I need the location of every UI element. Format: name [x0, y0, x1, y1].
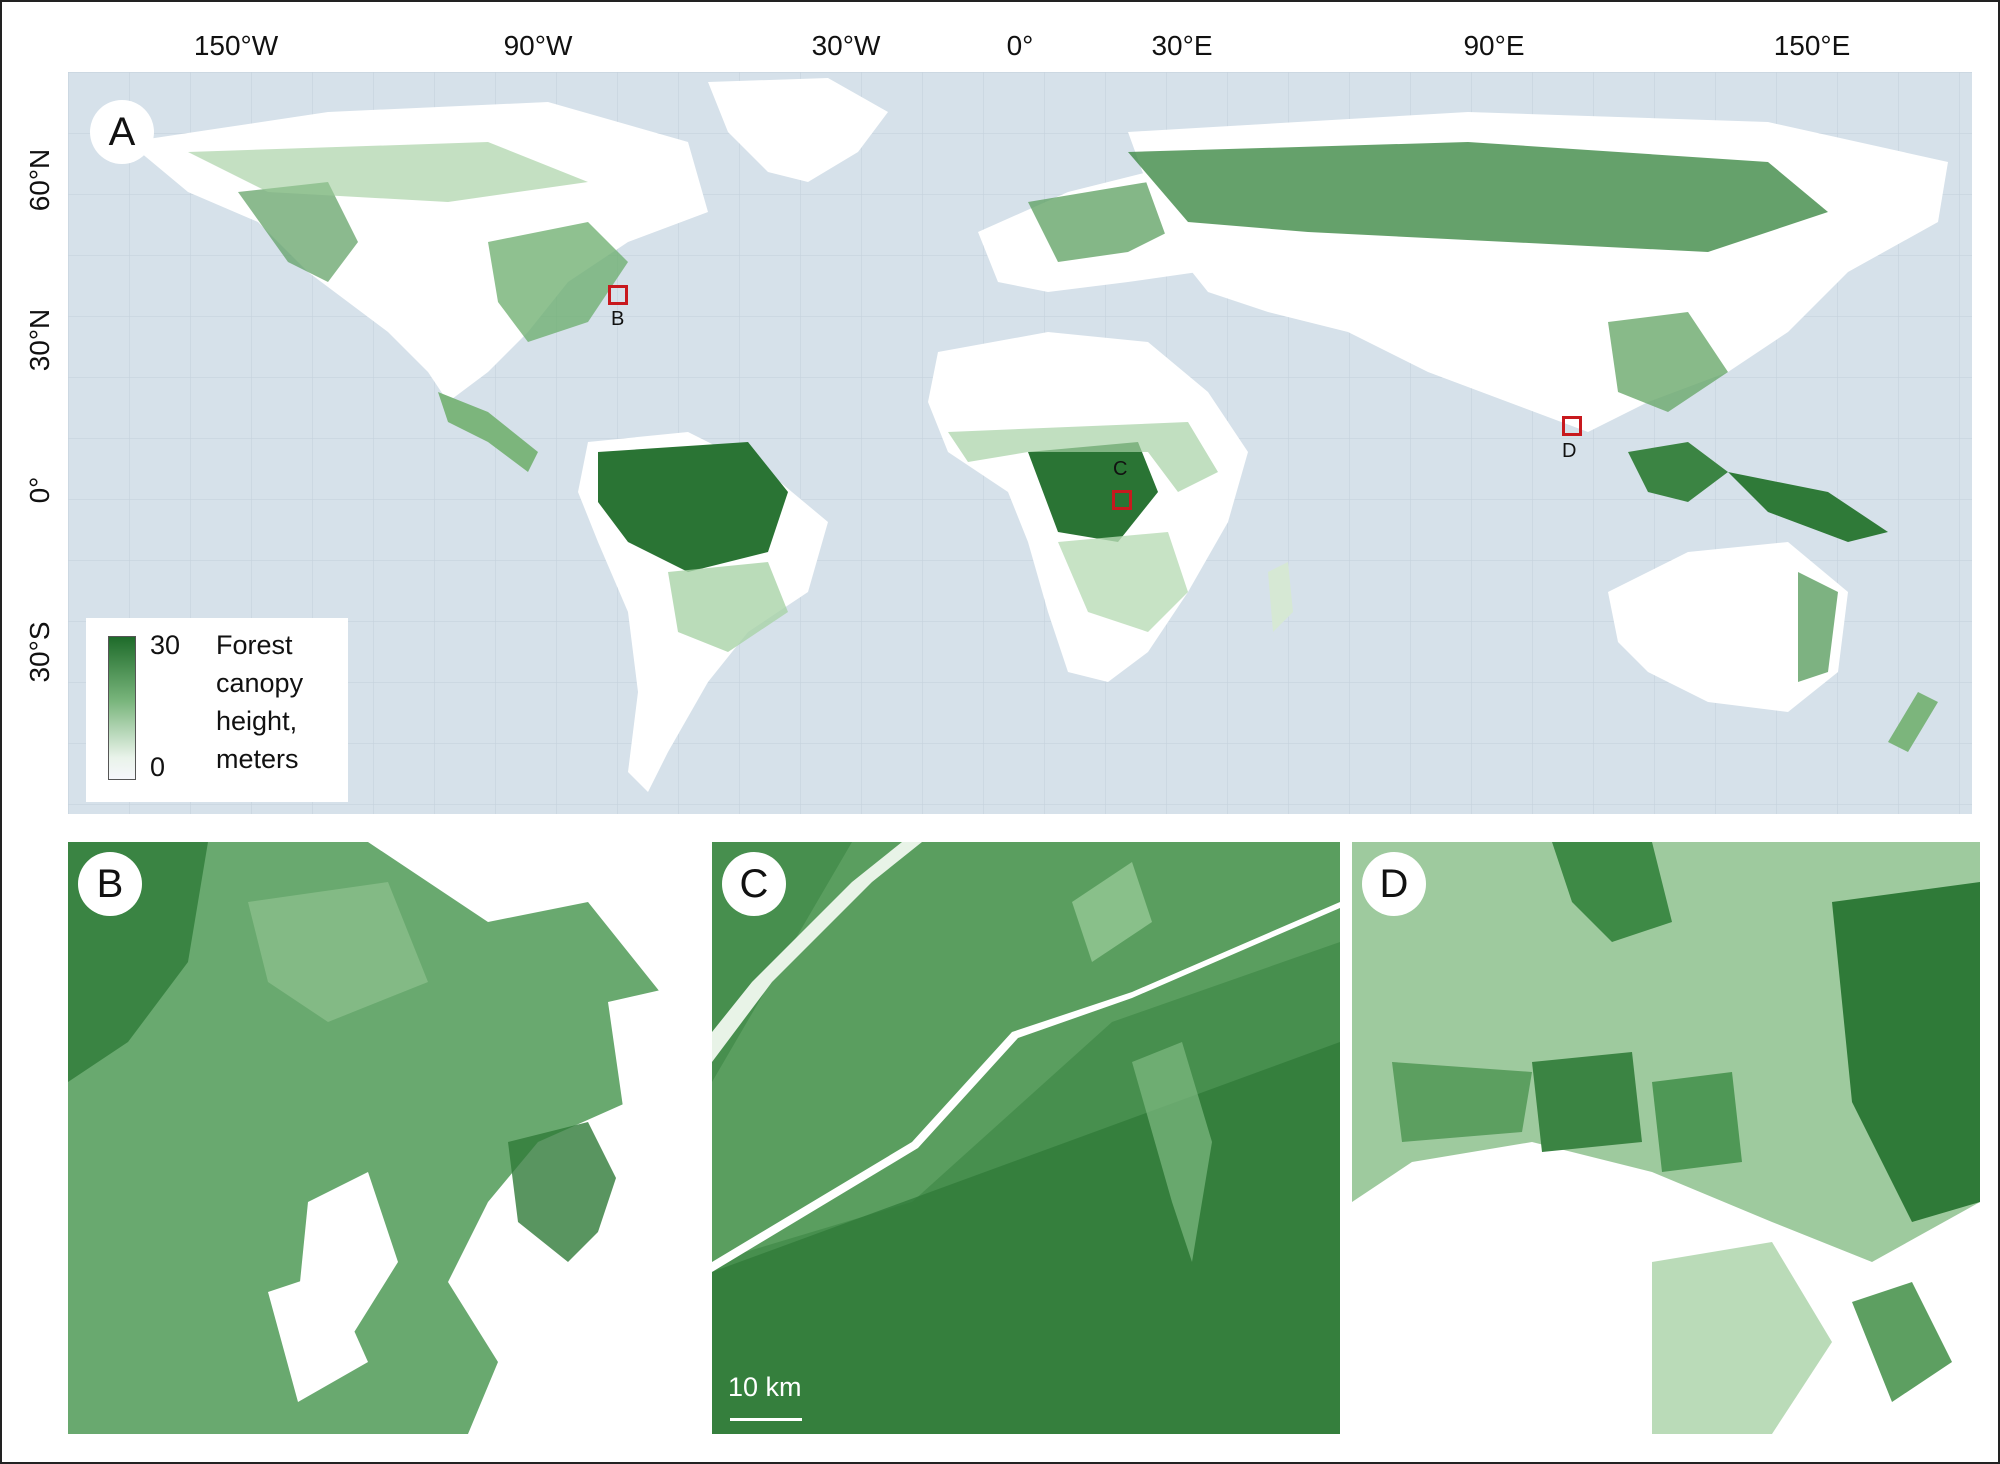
inset-marker-label-b: B: [611, 308, 625, 330]
canopy-height-legend: 30 0 Forest canopy height, meters: [86, 618, 348, 802]
lon-label-30w: 30°W: [811, 30, 881, 61]
panel-label-d: D: [1362, 852, 1426, 916]
panel-d-graphic: [1352, 842, 1980, 1434]
detail-panel-c: [712, 842, 1340, 1434]
lat-label-30n: 30°N: [24, 308, 55, 372]
world-map-graphic: [68, 72, 1972, 814]
legend-title-line: Forest: [216, 630, 293, 660]
lon-label-0: 0°: [1006, 30, 1034, 61]
legend-color-bar: [108, 636, 136, 780]
world-canopy-map: [68, 72, 1972, 814]
lon-label-150w: 150°W: [193, 30, 279, 61]
legend-title-line: height,: [216, 706, 298, 736]
legend-title: Forest canopy height, meters: [216, 626, 303, 778]
lon-label-30e: 30°E: [1151, 30, 1213, 61]
detail-panel-d: [1352, 842, 1980, 1434]
detail-panel-b: [68, 842, 696, 1434]
lon-label-90w: 90°W: [503, 30, 573, 61]
inset-marker-label-d: D: [1562, 440, 1577, 462]
inset-marker-b: [608, 285, 628, 305]
inset-marker-c: [1112, 490, 1132, 510]
lat-label-30s: 30°S: [24, 621, 55, 683]
lat-label-0: 0°: [24, 476, 55, 504]
lon-label-150e: 150°E: [1773, 30, 1851, 61]
panel-label-b: B: [78, 852, 142, 916]
lon-label-90e: 90°E: [1463, 30, 1525, 61]
inset-marker-label-c: C: [1113, 458, 1128, 480]
lat-label-60n: 60°N: [24, 148, 55, 212]
legend-min-value: 0: [150, 752, 166, 782]
legend-title-line: meters: [216, 744, 299, 774]
panel-b-graphic: [68, 842, 696, 1434]
panel-c-graphic: [712, 842, 1340, 1434]
legend-title-line: canopy: [216, 668, 304, 698]
panel-label-a: A: [90, 100, 154, 164]
legend-max-value: 30: [150, 630, 181, 660]
scale-bar: [730, 1418, 802, 1421]
panel-label-c: C: [722, 852, 786, 916]
inset-marker-d: [1562, 416, 1582, 436]
scale-bar-label: 10 km: [728, 1372, 802, 1402]
